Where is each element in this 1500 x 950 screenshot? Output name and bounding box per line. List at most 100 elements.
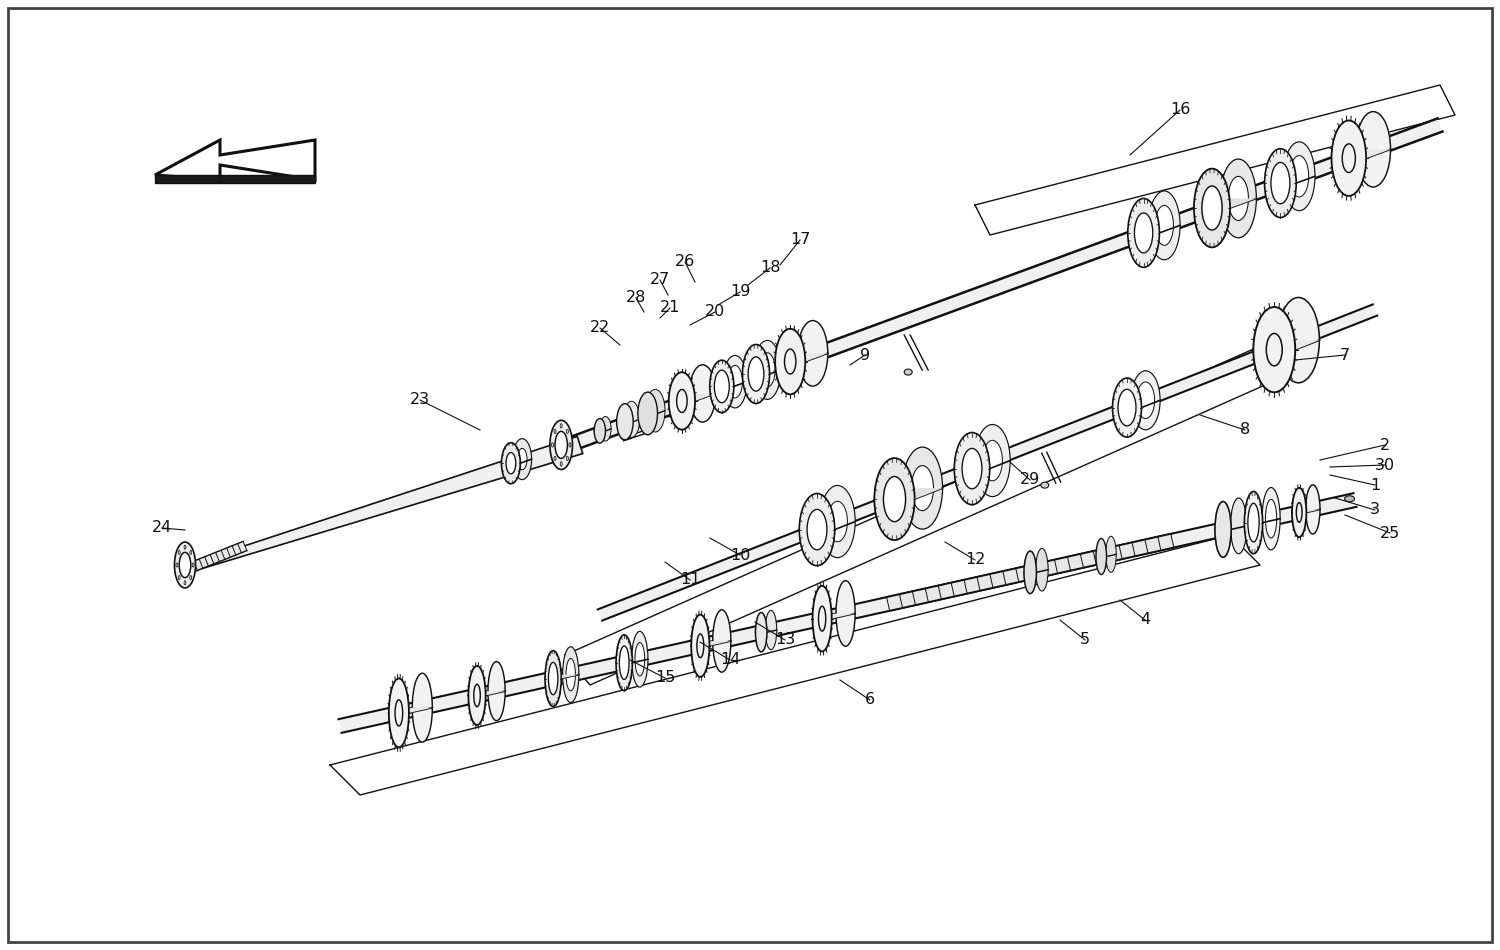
Ellipse shape bbox=[513, 439, 531, 480]
Polygon shape bbox=[468, 692, 506, 695]
Ellipse shape bbox=[807, 509, 826, 550]
Text: 5: 5 bbox=[1080, 633, 1090, 648]
Ellipse shape bbox=[622, 401, 640, 437]
Ellipse shape bbox=[560, 424, 562, 428]
Ellipse shape bbox=[759, 352, 776, 387]
Ellipse shape bbox=[710, 360, 734, 412]
Text: 22: 22 bbox=[590, 320, 610, 335]
Ellipse shape bbox=[1266, 500, 1276, 538]
Ellipse shape bbox=[178, 576, 180, 579]
Text: 15: 15 bbox=[656, 671, 675, 686]
Ellipse shape bbox=[1292, 488, 1306, 537]
Ellipse shape bbox=[621, 434, 630, 440]
Ellipse shape bbox=[884, 477, 906, 522]
Ellipse shape bbox=[1106, 537, 1116, 572]
Ellipse shape bbox=[1248, 504, 1258, 541]
Ellipse shape bbox=[975, 425, 1010, 497]
Ellipse shape bbox=[765, 610, 777, 650]
Ellipse shape bbox=[192, 563, 194, 567]
Ellipse shape bbox=[184, 545, 186, 549]
Ellipse shape bbox=[1254, 307, 1294, 392]
Ellipse shape bbox=[1134, 213, 1154, 253]
Ellipse shape bbox=[698, 634, 703, 657]
Polygon shape bbox=[1332, 149, 1390, 159]
Ellipse shape bbox=[784, 349, 796, 374]
Ellipse shape bbox=[518, 448, 526, 470]
Ellipse shape bbox=[1137, 382, 1155, 419]
Ellipse shape bbox=[676, 390, 687, 412]
Ellipse shape bbox=[1128, 199, 1160, 267]
Polygon shape bbox=[776, 353, 828, 362]
Polygon shape bbox=[220, 175, 315, 183]
Ellipse shape bbox=[488, 661, 506, 721]
Polygon shape bbox=[813, 614, 855, 618]
Text: 29: 29 bbox=[1020, 472, 1040, 487]
Ellipse shape bbox=[645, 390, 664, 432]
Ellipse shape bbox=[1024, 551, 1036, 594]
Ellipse shape bbox=[616, 635, 633, 691]
Ellipse shape bbox=[474, 684, 480, 707]
Ellipse shape bbox=[748, 357, 764, 391]
Ellipse shape bbox=[819, 606, 827, 631]
Ellipse shape bbox=[394, 700, 402, 726]
Text: 8: 8 bbox=[1240, 423, 1250, 438]
Text: 6: 6 bbox=[865, 693, 874, 708]
Ellipse shape bbox=[620, 646, 628, 679]
Polygon shape bbox=[154, 140, 315, 180]
Ellipse shape bbox=[632, 632, 648, 687]
Text: 4: 4 bbox=[1140, 613, 1150, 628]
Ellipse shape bbox=[190, 550, 192, 555]
Polygon shape bbox=[388, 708, 432, 712]
Ellipse shape bbox=[1228, 177, 1248, 220]
Ellipse shape bbox=[728, 366, 742, 398]
Ellipse shape bbox=[468, 666, 486, 725]
Ellipse shape bbox=[600, 416, 610, 441]
Text: 10: 10 bbox=[730, 547, 750, 562]
Ellipse shape bbox=[1230, 498, 1246, 554]
Ellipse shape bbox=[562, 647, 579, 702]
Ellipse shape bbox=[723, 355, 747, 408]
Ellipse shape bbox=[1113, 378, 1142, 437]
Polygon shape bbox=[339, 493, 1356, 732]
Text: 2: 2 bbox=[1380, 438, 1390, 452]
Ellipse shape bbox=[634, 642, 645, 676]
Ellipse shape bbox=[568, 443, 572, 447]
Polygon shape bbox=[1254, 340, 1320, 350]
Ellipse shape bbox=[1305, 484, 1320, 534]
Ellipse shape bbox=[962, 448, 982, 489]
Text: 19: 19 bbox=[730, 284, 750, 299]
Text: 28: 28 bbox=[626, 291, 646, 306]
Ellipse shape bbox=[594, 419, 606, 443]
Ellipse shape bbox=[1264, 148, 1296, 218]
Ellipse shape bbox=[1118, 390, 1136, 426]
Ellipse shape bbox=[756, 613, 766, 652]
Text: 27: 27 bbox=[650, 273, 670, 288]
Ellipse shape bbox=[1332, 121, 1366, 196]
Ellipse shape bbox=[178, 552, 190, 578]
Ellipse shape bbox=[690, 365, 715, 422]
Ellipse shape bbox=[544, 651, 561, 707]
Ellipse shape bbox=[555, 431, 567, 459]
Text: 13: 13 bbox=[776, 633, 795, 648]
Ellipse shape bbox=[178, 550, 180, 555]
Text: 3: 3 bbox=[1370, 503, 1380, 518]
Ellipse shape bbox=[1131, 370, 1160, 429]
Ellipse shape bbox=[742, 345, 770, 404]
Ellipse shape bbox=[1284, 142, 1316, 211]
Ellipse shape bbox=[954, 432, 990, 504]
Polygon shape bbox=[544, 674, 579, 678]
Polygon shape bbox=[874, 488, 942, 499]
Ellipse shape bbox=[501, 443, 520, 484]
Ellipse shape bbox=[912, 466, 933, 511]
Polygon shape bbox=[188, 542, 248, 573]
Text: 24: 24 bbox=[152, 521, 172, 536]
Ellipse shape bbox=[566, 658, 576, 691]
Ellipse shape bbox=[904, 369, 912, 375]
Ellipse shape bbox=[1262, 487, 1280, 550]
Text: 26: 26 bbox=[675, 255, 694, 270]
Text: 17: 17 bbox=[790, 233, 810, 248]
Ellipse shape bbox=[1278, 297, 1320, 383]
Ellipse shape bbox=[669, 372, 694, 429]
Ellipse shape bbox=[388, 678, 410, 748]
Ellipse shape bbox=[1220, 159, 1257, 238]
